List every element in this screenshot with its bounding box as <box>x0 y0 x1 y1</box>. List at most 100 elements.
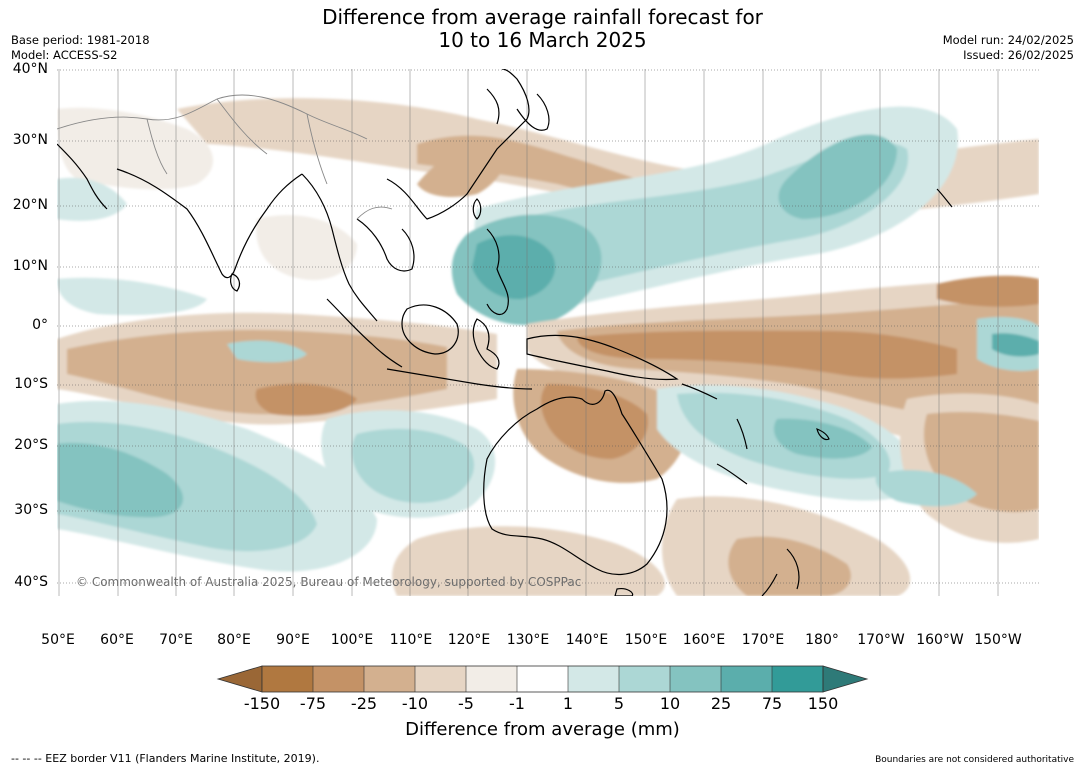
colorbar-tick-10: 10 <box>659 694 681 713</box>
colorbar-bin-3 <box>364 666 415 692</box>
lon-label-60e: 60°E <box>100 632 134 648</box>
lon-label-150e: 150°E <box>624 632 668 648</box>
lat-label-30s: 30°S <box>14 502 48 518</box>
colorbar-tick-150: 150 <box>807 694 839 713</box>
coast-hawaii <box>936 188 953 208</box>
issued-date: Issued: 26/02/2025 <box>963 48 1074 62</box>
colorbar-bin-8 <box>619 666 670 692</box>
lon-label-100e: 100°E <box>330 632 374 648</box>
lon-label-110e: 110°E <box>389 632 433 648</box>
lat-label-10n: 10°N <box>12 258 48 274</box>
colorbar-tick-neg25: -25 <box>350 694 378 713</box>
map-canvas: © Commonwealth of Australia 2025, Bureau… <box>57 69 1039 596</box>
meta-right: Model run: 24/02/2025 Issued: 26/02/2025 <box>943 33 1074 63</box>
colorbar-bin-4 <box>415 666 466 692</box>
dry-bay-bengal <box>256 215 357 280</box>
meta-left: Base period: 1981-2018 Model: ACCESS-S2 <box>11 33 150 63</box>
colorbar-tick-75: 75 <box>761 694 783 713</box>
coast-borneo <box>401 304 459 355</box>
dry-south-australia <box>392 526 665 596</box>
wet-east-pacific-eq-core <box>992 333 1039 357</box>
lat-label-20n: 20°N <box>12 197 48 213</box>
colorbar-tick-1: 1 <box>562 694 574 713</box>
lon-label-80e: 80°E <box>217 632 251 648</box>
coast-korea-japan <box>486 88 550 131</box>
coast-india <box>116 168 303 279</box>
copyright-credit: © Commonwealth of Australia 2025, Bureau… <box>76 575 581 589</box>
colorbar-title: Difference from average (mm) <box>405 719 680 740</box>
dry-indian-ocean-core <box>255 383 357 416</box>
wet-south-indian-core <box>57 443 184 518</box>
lat-label-30n: 30°N <box>12 132 48 148</box>
coastlines <box>57 69 953 596</box>
coast-taiwan <box>472 198 482 220</box>
dry-equatorial-pacific-core <box>577 330 957 379</box>
lon-label-170w: 170°W <box>857 632 905 648</box>
title-line-1: Difference from average rainfall forecas… <box>322 5 763 29</box>
rainfall-anomaly-map: © Commonwealth of Australia 2025, Bureau… <box>57 69 1039 596</box>
colorbar-tick-neg150: -150 <box>243 694 281 713</box>
lon-label-90e: 90°E <box>276 632 310 648</box>
colorbar-tick-neg5: -5 <box>458 694 474 713</box>
coast-sulawesi <box>472 318 500 370</box>
coast-australia <box>483 389 668 575</box>
lon-label-160w: 160°W <box>916 632 964 648</box>
colorbar-bin-6 <box>517 666 568 692</box>
title-line-2: 10 to 16 March 2025 <box>438 28 647 52</box>
coast-se-asia <box>301 173 415 322</box>
coast-java <box>386 368 533 390</box>
colorbar-bin-5 <box>466 666 517 692</box>
colorbar-bin-2 <box>313 666 364 692</box>
wet-west-indian-eq <box>57 277 207 316</box>
lat-label-10s: 10°S <box>14 376 48 392</box>
colorbar-bin-10 <box>721 666 772 692</box>
eez-border-note: -- -- -- EEZ border V11 (Flanders Marine… <box>11 752 320 765</box>
colorbar-extend-high <box>822 665 869 693</box>
lon-label-130e: 130°E <box>506 632 550 648</box>
colorbar-tick-neg75: -75 <box>299 694 327 713</box>
coast-vanuatu <box>736 418 748 450</box>
lon-label-50e: 50°E <box>41 632 75 648</box>
dry-arabia <box>57 107 214 190</box>
wet-indian-patch <box>227 340 307 363</box>
lon-label-120e: 120°E <box>447 632 491 648</box>
lat-label-40n: 40°N <box>12 61 48 77</box>
coast-tasmania <box>614 588 634 596</box>
coast-sumatra <box>326 298 403 368</box>
lon-label-180: 180° <box>805 632 839 648</box>
dry-east-pacific-strip <box>937 275 1039 307</box>
coast-sri-lanka <box>230 273 241 292</box>
colorbar-extend-low <box>216 665 263 693</box>
model-name: Model: ACCESS-S2 <box>11 48 118 62</box>
wet-south-pacific-strip <box>875 470 977 507</box>
colorbar-bin-9 <box>670 666 721 692</box>
meridians <box>58 69 999 596</box>
lon-label-150w: 150°W <box>974 632 1022 648</box>
lon-label-160e: 160°E <box>682 632 726 648</box>
colorbar-tick-neg1: -1 <box>509 694 525 713</box>
coast-fiji <box>816 428 830 441</box>
colorbar-bin-11 <box>772 666 823 692</box>
coast-new-caledonia <box>716 463 748 485</box>
lat-label-40s: 40°S <box>14 574 48 590</box>
dry-east-asia <box>417 139 508 197</box>
lat-label-0: 0° <box>32 317 48 333</box>
coast-new-guinea <box>526 334 679 381</box>
base-period: Base period: 1981-2018 <box>11 33 150 47</box>
wet-arabian-sea <box>57 177 127 221</box>
dry-north-australia-core <box>541 384 648 459</box>
lon-label-70e: 70°E <box>159 632 193 648</box>
colorbar-bin-1 <box>262 666 313 692</box>
coast-new-zealand <box>761 548 800 596</box>
dry-tasman-core <box>728 536 851 596</box>
colorbar <box>216 665 869 693</box>
colorbar-tick-neg10: -10 <box>401 694 429 713</box>
boundaries-disclaimer: Boundaries are not considered authoritat… <box>875 755 1074 765</box>
model-run: Model run: 24/02/2025 <box>942 33 1074 47</box>
wet-west-australia-mid <box>351 428 475 503</box>
coast-philippines <box>486 228 509 316</box>
colorbar-tick-25: 25 <box>710 694 732 713</box>
political-borders <box>57 94 393 220</box>
wet-nw-pacific-core <box>778 134 897 219</box>
coast-solomons <box>681 383 718 400</box>
